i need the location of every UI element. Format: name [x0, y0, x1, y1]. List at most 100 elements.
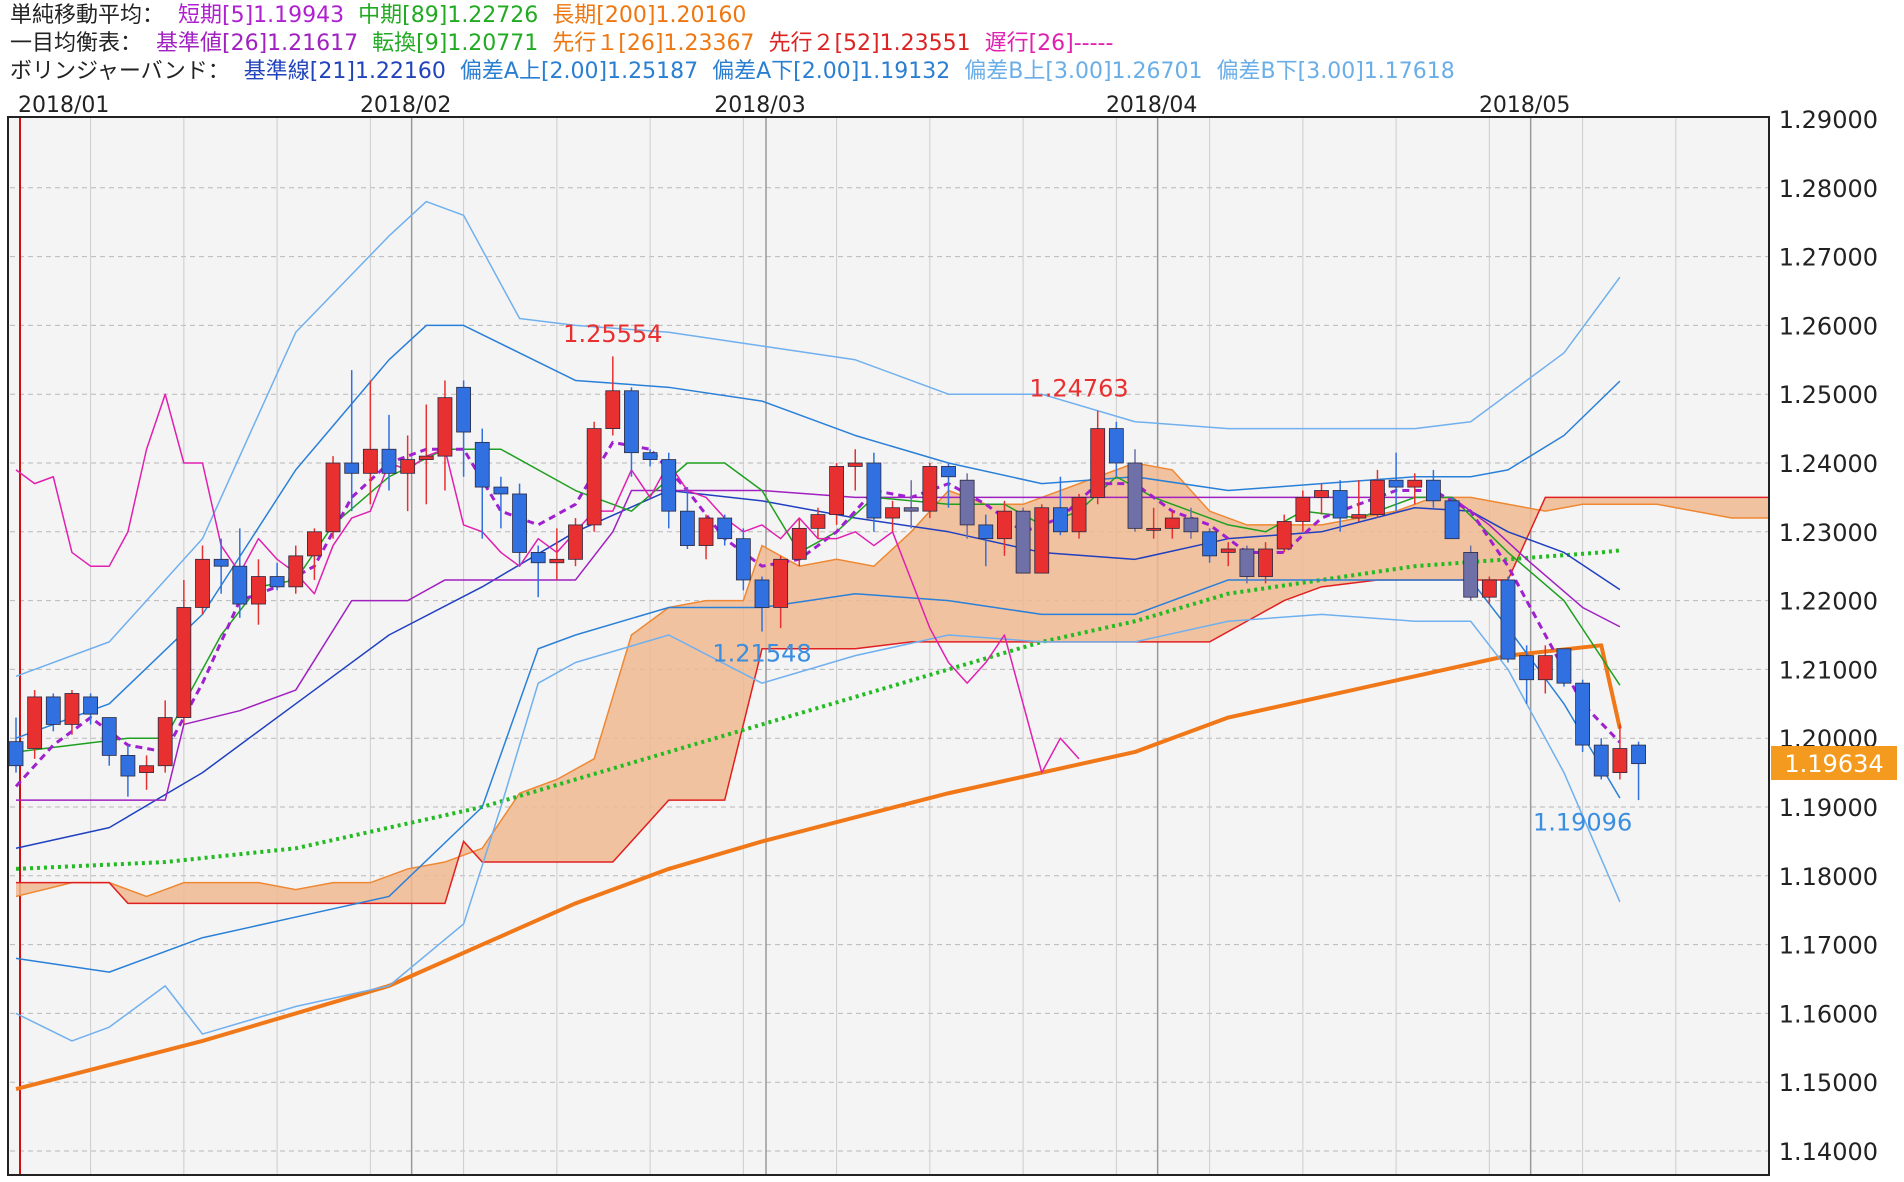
candle-body — [791, 527, 807, 560]
candle — [213, 538, 229, 594]
legend-ichimoku-row: 一目均衡表： 基準値[26]1.21617 転換[9]1.20771 先行１[26]1… — [10, 30, 1710, 58]
x-tick-label: 2018/03 — [714, 93, 805, 118]
candle-body — [1314, 490, 1329, 498]
y-tick-label: 1.29000 — [1779, 106, 1878, 134]
legend-bollinger-b-lower: 偏差B下[3.00]1.17618 — [1216, 59, 1455, 84]
candle-body — [1370, 479, 1385, 516]
candle-body — [64, 693, 80, 725]
candle — [680, 487, 695, 549]
candle-body — [997, 510, 1012, 540]
candle-body — [1332, 490, 1348, 519]
plot-area[interactable] — [7, 116, 1770, 1176]
candle-body — [1239, 548, 1255, 577]
legend-bollinger-a-lower: 偏差A下[2.00]1.19132 — [712, 59, 951, 84]
candle — [530, 545, 546, 598]
legend-ichimoku-senkou2: 先行２[52]1.23551 — [768, 31, 971, 56]
price-annotation: 1.19096 — [1533, 808, 1632, 836]
candle — [1090, 410, 1106, 505]
legend-sma-short: 短期[5]1.19943 — [178, 3, 345, 28]
candle-body — [101, 717, 117, 756]
legend-ichimoku-chikou: 遅行[26]----- — [984, 31, 1114, 56]
candle — [288, 545, 304, 594]
candle — [1295, 490, 1311, 532]
candle-body — [474, 441, 490, 488]
candle-body — [400, 459, 416, 474]
candle-body — [698, 517, 714, 546]
candle — [847, 449, 863, 491]
candle — [27, 690, 43, 759]
y-tick-label: 1.22000 — [1779, 588, 1878, 616]
candle-body — [195, 558, 210, 608]
candle-body — [661, 459, 677, 512]
candle-body — [642, 452, 658, 460]
candle-body — [1090, 428, 1106, 498]
candle — [866, 452, 882, 532]
candle — [1053, 476, 1068, 536]
legend-bollinger-mid: 基準線[21]1.22160 — [243, 59, 446, 84]
candle — [269, 562, 285, 591]
legend-sma-title: 単純移動平均： — [10, 3, 165, 28]
candle-body — [1481, 579, 1497, 598]
candle-body — [1593, 744, 1609, 777]
candle-body — [1519, 655, 1535, 681]
candle-body — [8, 741, 24, 767]
price-annotation: 1.25554 — [563, 320, 662, 348]
candle-body — [344, 462, 360, 474]
candle-body — [1631, 744, 1646, 765]
y-tick-label: 1.16000 — [1779, 1000, 1878, 1028]
candle — [1258, 542, 1273, 584]
candle-body — [586, 428, 602, 526]
candle-body — [325, 462, 341, 533]
candle — [903, 480, 919, 529]
candle — [1481, 576, 1497, 605]
y-tick-label: 1.18000 — [1779, 863, 1878, 891]
candle-body — [735, 538, 751, 581]
x-tick-label: 2018/04 — [1106, 93, 1197, 118]
y-tick-label: 1.28000 — [1779, 175, 1878, 203]
annotations: 1.25554 1.24763 1.21548 1.19096 — [563, 320, 1632, 836]
candle — [1332, 480, 1348, 532]
y-tick-label: 1.19000 — [1779, 794, 1878, 822]
y-tick-label: 1.17000 — [1779, 932, 1878, 960]
y-tick-label: 1.24000 — [1779, 450, 1878, 478]
candles — [8, 356, 1646, 801]
candle-body — [1127, 462, 1143, 529]
candle-body — [1183, 517, 1199, 533]
candle — [810, 507, 826, 539]
candle-body — [1034, 507, 1050, 574]
candle-body — [1015, 510, 1031, 574]
candle-body — [1258, 548, 1273, 577]
candle-body — [1053, 507, 1068, 533]
candle — [456, 380, 472, 477]
candle-body — [1220, 548, 1236, 553]
candle — [45, 693, 61, 732]
grid — [10, 118, 1768, 1174]
candle-body — [1407, 479, 1423, 488]
candle — [773, 555, 789, 629]
candle-body — [232, 565, 248, 605]
candle-body — [269, 576, 285, 588]
candle-body — [120, 755, 136, 777]
legend-bollinger-a-upper: 偏差A上[2.00]1.25187 — [459, 59, 699, 84]
candle — [1239, 545, 1255, 584]
candle — [941, 463, 956, 508]
bollinger-mid-line — [15, 489, 1621, 850]
candle — [418, 404, 434, 505]
candle — [251, 559, 266, 625]
candle — [586, 421, 602, 532]
candle — [1202, 528, 1217, 563]
x-tick-label: 2018/02 — [360, 93, 451, 118]
y-axis: 1.29000 1.28000 1.27000 1.26000 1.25000 1.240… — [1779, 106, 1878, 1166]
chikou-line — [15, 393, 1080, 774]
candle-body — [549, 558, 565, 564]
y-tick-label: 1.14000 — [1779, 1138, 1878, 1166]
candle-body — [1276, 521, 1292, 550]
candle-body — [959, 479, 975, 526]
candle — [1220, 542, 1236, 567]
candle — [1164, 511, 1180, 539]
candle-body — [773, 558, 789, 608]
candle — [1146, 507, 1162, 539]
candle — [1351, 480, 1367, 522]
candle — [1314, 483, 1329, 515]
